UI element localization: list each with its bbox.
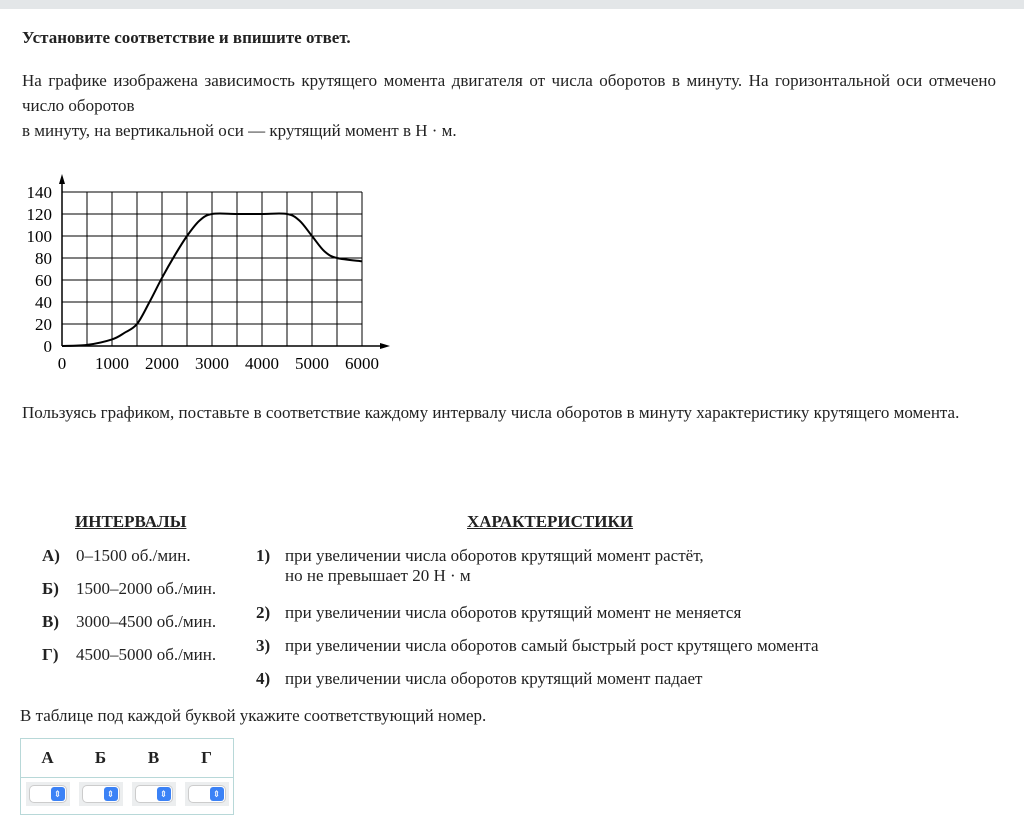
intro-text: На графике изображена зависимость крутящ… [22,68,996,143]
torque-chart: 0 1000 2000 3000 4000 5000 6000 0 20 40 60 80 100 120… [27,174,390,373]
y-tick-label: 120 [27,205,53,224]
stepper-icon: ⇕ [103,786,118,801]
column-g: Г [180,738,234,778]
characteristic-item: 3) при увеличении числа оборотов самый бы… [256,636,819,655]
stepper-icon: ⇕ [156,786,171,801]
y-tick-label: 100 [27,227,53,246]
x-tick-label: 3000 [195,354,229,373]
x-tick-label: 4000 [245,354,279,373]
y-axis-arrow [59,174,65,184]
x-tick-label: 1000 [95,354,129,373]
characteristic-item: 4) при увеличении числа оборотов крутящий… [256,669,703,688]
intervals-header: ИНТЕРВАЛЫ [75,512,187,531]
intro-line-2: в минуту, на вертикальной оси — крутящий… [22,121,457,140]
x-tick-label: 6000 [345,354,379,373]
x-tick-label: 5000 [295,354,329,373]
answer-table: А Б В Г ⇕ ⇕ ⇕ ⇕ [20,738,234,815]
answer-select-a[interactable]: ⇕ [29,785,66,802]
y-tick-label: 60 [35,271,52,290]
y-tick-label: 80 [35,249,52,268]
interval-item: Б) 1500–2000 об./мин. [42,579,217,598]
column-v: В [127,738,180,778]
characteristic-item: 1) при увеличении числа оборотов крутящий… [256,546,704,585]
task-title: Установите соответствие и впишите ответ. [22,28,351,47]
x-tick-label: 2000 [145,354,179,373]
intro-line-1: На графике изображена зависимость крутящ… [22,71,996,115]
x-axis-arrow [380,343,390,349]
y-tick-label: 20 [35,315,52,334]
y-tick-label: 140 [27,183,53,202]
y-tick-label: 0 [44,337,53,356]
x-tick-label: 0 [58,354,67,373]
answer-select-g[interactable]: ⇕ [188,785,225,802]
characteristics-header: ХАРАКТЕРИСТИКИ [467,512,634,531]
interval-item: Г) 4500–5000 об./мин. [42,645,217,664]
answer-select-v[interactable]: ⇕ [135,785,172,802]
torque-curve [61,212,363,347]
table-instruction: В таблице под каждой буквой укажите соот… [20,706,487,725]
stepper-icon: ⇕ [50,786,65,801]
column-b: Б [74,738,127,778]
answer-select-b[interactable]: ⇕ [82,785,119,802]
column-a: А [20,738,74,778]
characteristic-item: 2) при увеличении числа оборотов крутящий… [256,603,742,622]
y-tick-label: 40 [35,293,52,312]
interval-item: А) 0–1500 об./мин. [42,546,191,565]
stepper-icon: ⇕ [209,786,224,801]
top-bar [0,0,1024,9]
question-text: Пользуясь графиком, поставьте в соответс… [22,403,960,422]
interval-item: В) 3000–4500 об./мин. [42,612,217,631]
